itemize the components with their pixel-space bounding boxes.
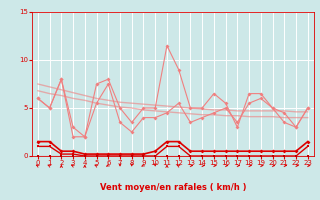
X-axis label: Vent moyen/en rafales ( km/h ): Vent moyen/en rafales ( km/h ) xyxy=(100,183,246,192)
